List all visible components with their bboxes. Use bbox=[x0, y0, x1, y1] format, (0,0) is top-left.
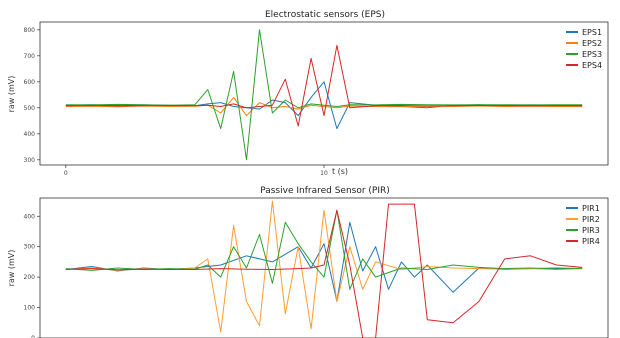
eps-ylabel: raw (mV) bbox=[7, 76, 16, 113]
eps-y-tick-label: 700 bbox=[24, 53, 36, 60]
eps-xlabel: t (s) bbox=[332, 167, 348, 176]
pir-ylabel: raw (mV) bbox=[7, 250, 16, 287]
eps-x-tick-label: 10 bbox=[320, 170, 328, 177]
pir-y-tick-label: 100 bbox=[24, 305, 36, 312]
pir-series-pir1 bbox=[65, 221, 583, 302]
eps-legend-label: EPS3 bbox=[582, 50, 602, 59]
pir-legend-label: PIR4 bbox=[582, 237, 600, 246]
pir-y-tick-label: 300 bbox=[24, 244, 36, 251]
eps-y-tick-label: 500 bbox=[24, 105, 36, 112]
eps-series-eps3 bbox=[65, 29, 583, 161]
eps-legend-label: EPS1 bbox=[582, 28, 602, 37]
eps-title: Electrostatic sensors (EPS) bbox=[265, 10, 385, 20]
eps-x-axis: 0 10 bbox=[64, 165, 328, 177]
eps-y-tick-label: 400 bbox=[24, 131, 36, 138]
pir-title: Passive Infrared Sensor (PIR) bbox=[260, 186, 390, 196]
pir-legend-label: PIR3 bbox=[582, 226, 600, 235]
pir-legend: PIR1 PIR2 PIR3 PIR4 bbox=[566, 204, 600, 246]
eps-plot-frame bbox=[39, 21, 609, 166]
pir-series-pir2 bbox=[65, 200, 583, 333]
eps-chart: Electrostatic sensors (EPS) 300 400 500 600… bbox=[7, 10, 609, 177]
pir-legend-label: PIR1 bbox=[582, 204, 600, 213]
pir-y-tick-label: 0 bbox=[31, 335, 35, 338]
eps-y-tick-label: 600 bbox=[24, 79, 36, 86]
eps-legend-label: EPS2 bbox=[582, 39, 602, 48]
eps-series-eps4 bbox=[65, 44, 583, 127]
pir-series-pir3 bbox=[65, 209, 583, 290]
eps-series-eps2 bbox=[65, 96, 583, 117]
pir-series-pir4 bbox=[65, 203, 583, 338]
pir-chart: Passive Infrared Sensor (PIR) 0 100 200 300… bbox=[7, 186, 609, 338]
eps-series-lines bbox=[65, 29, 583, 161]
pir-y-axis: 0 100 200 300 400 bbox=[24, 213, 40, 338]
pir-series-lines bbox=[65, 200, 583, 338]
eps-y-axis: 300 400 500 600 700 800 bbox=[24, 27, 40, 164]
pir-plot-frame bbox=[39, 197, 609, 338]
eps-legend-label: EPS4 bbox=[582, 61, 602, 70]
eps-y-tick-label: 800 bbox=[24, 27, 36, 34]
eps-legend: EPS1 EPS2 EPS3 EPS4 bbox=[566, 28, 602, 70]
pir-y-tick-label: 400 bbox=[24, 213, 36, 220]
eps-x-tick-label: 0 bbox=[64, 170, 68, 177]
eps-y-tick-label: 300 bbox=[24, 157, 36, 164]
pir-y-tick-label: 200 bbox=[24, 274, 36, 281]
pir-legend-label: PIR2 bbox=[582, 215, 600, 224]
